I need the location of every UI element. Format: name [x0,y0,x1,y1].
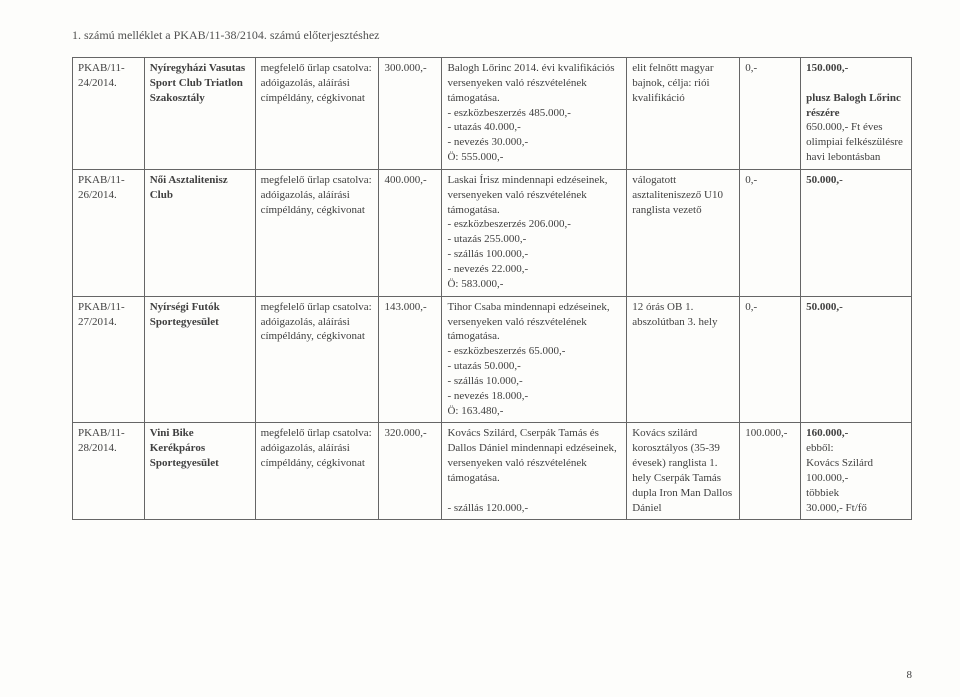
table-row: PKAB/11-24/2014.Nyíregyházi Vasutas Spor… [73,58,912,170]
appendix-table: PKAB/11-24/2014.Nyíregyházi Vasutas Spor… [72,57,912,520]
cell-purpose: Laskai Írisz mindennapi edzéseinek, vers… [442,169,627,296]
cell-amount-requested: 320.000,- [379,423,442,520]
cell-qualification: válogatott asztaliteniszező U10 ranglist… [627,169,740,296]
table-row: PKAB/11-26/2014.Női Asztalitenisz Clubme… [73,169,912,296]
cell-purpose: Balogh Lőrinc 2014. évi kvalifikációs ve… [442,58,627,170]
cell-qualification: elit felnőtt magyar bajnok, célja: riói … [627,58,740,170]
cell-purpose: Tihor Csaba mindennapi edzéseinek, verse… [442,296,627,423]
cell-own-funds: 0,- [740,58,801,170]
cell-own-funds: 100.000,- [740,423,801,520]
cell-qualification: Kovács szilárd korosztályos (35-39 évese… [627,423,740,520]
cell-decision: 150.000,-plusz Balogh Lőrinc részére650.… [801,58,912,170]
page-number: 8 [907,669,913,681]
cell-applicant: Vini Bike Kerékpáros Sportegyesület [144,423,255,520]
cell-qualification: 12 órás OB 1. abszolútban 3. hely [627,296,740,423]
cell-applicant: Nyírségi Futók Sportegyesület [144,296,255,423]
cell-applicant: Nyíregyházi Vasutas Sport Club Triatlon … [144,58,255,170]
cell-documents: megfelelő űrlap csatolva: adóigazolás, a… [255,169,379,296]
cell-amount-requested: 300.000,- [379,58,442,170]
document-title: 1. számú melléklet a PKAB/11-38/2104. sz… [72,28,912,43]
table-row: PKAB/11-28/2014.Vini Bike Kerékpáros Spo… [73,423,912,520]
cell-own-funds: 0,- [740,296,801,423]
cell-reference: PKAB/11-28/2014. [73,423,145,520]
cell-documents: megfelelő űrlap csatolva: adóigazolás, a… [255,296,379,423]
cell-reference: PKAB/11-26/2014. [73,169,145,296]
cell-reference: PKAB/11-27/2014. [73,296,145,423]
cell-documents: megfelelő űrlap csatolva: adóigazolás, a… [255,423,379,520]
cell-amount-requested: 400.000,- [379,169,442,296]
table-row: PKAB/11-27/2014.Nyírségi Futók Sportegye… [73,296,912,423]
cell-documents: megfelelő űrlap csatolva: adóigazolás, a… [255,58,379,170]
cell-purpose: Kovács Szilárd, Cserpák Tamás és Dallos … [442,423,627,520]
cell-decision: 160.000,-ebből:Kovács Szilárd 100.000,-t… [801,423,912,520]
cell-reference: PKAB/11-24/2014. [73,58,145,170]
cell-applicant: Női Asztalitenisz Club [144,169,255,296]
cell-own-funds: 0,- [740,169,801,296]
cell-decision: 50.000,- [801,296,912,423]
cell-decision: 50.000,- [801,169,912,296]
cell-amount-requested: 143.000,- [379,296,442,423]
